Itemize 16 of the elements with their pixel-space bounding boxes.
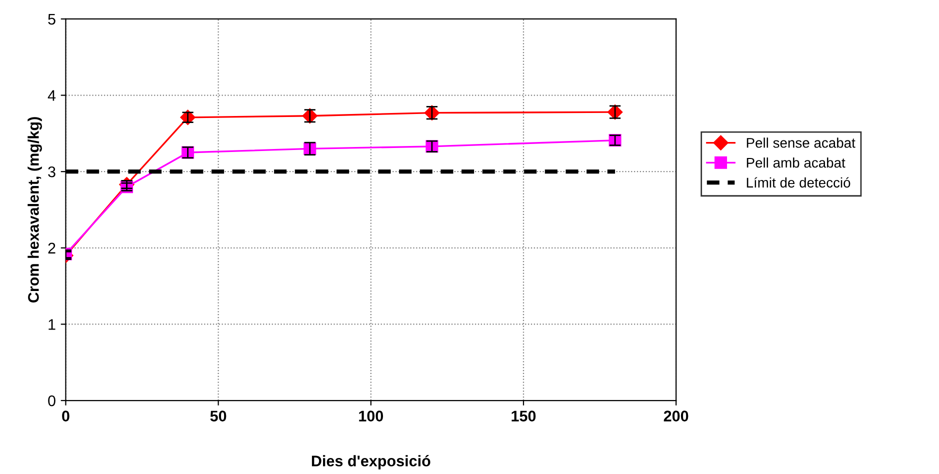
x-tick-label: 100 xyxy=(359,410,384,422)
x-tick-label: 50 xyxy=(210,410,226,422)
y-axis-title: Crom hexavalent, (mg/kg) xyxy=(28,117,42,302)
legend-label: Límit de detecció xyxy=(746,177,850,188)
y-tick-label: 0 xyxy=(48,395,56,406)
x-tick-label: 0 xyxy=(62,410,70,422)
y-tick-label: 4 xyxy=(48,90,56,101)
x-tick-label: 200 xyxy=(664,410,688,422)
x-tick-label: 150 xyxy=(512,410,536,422)
legend-label: Pell sense acabat xyxy=(746,138,856,148)
legend-label: Pell amb acabat xyxy=(746,157,846,168)
x-axis-title: Dies d'exposició xyxy=(312,455,430,470)
y-tick-label: 3 xyxy=(48,166,56,178)
y-tick-label: 5 xyxy=(48,14,56,25)
y-tick-label: 2 xyxy=(48,242,56,254)
y-tick-label: 1 xyxy=(48,319,56,330)
